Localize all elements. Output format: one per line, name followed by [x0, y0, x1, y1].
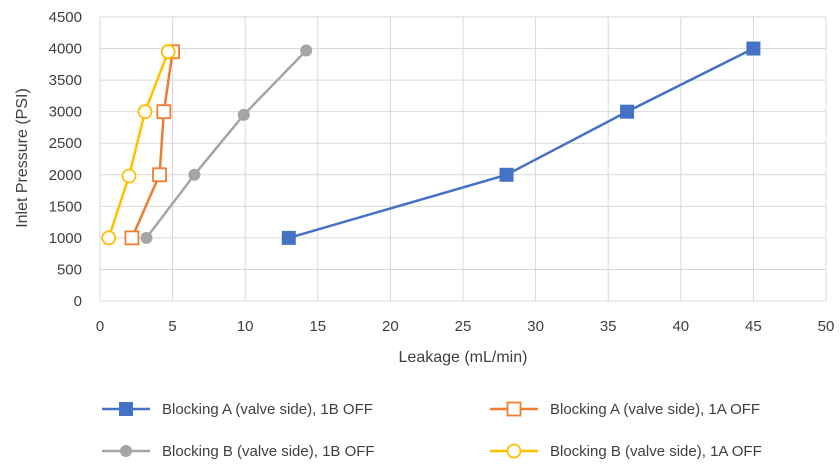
x-tick-label: 20 — [382, 318, 399, 335]
x-tick-label: 15 — [309, 318, 326, 335]
x-tick-label: 0 — [96, 318, 104, 335]
x-tick-label: 45 — [745, 318, 762, 335]
data-point — [746, 41, 761, 56]
legend-label: Blocking A (valve side), 1B OFF — [162, 401, 373, 418]
series-1 — [281, 41, 761, 245]
legend-item: Blocking A (valve side), 1B OFF — [102, 401, 373, 418]
data-point — [300, 44, 313, 57]
data-point — [140, 231, 153, 244]
data-point — [137, 104, 153, 120]
y-tick-label: 0 — [74, 293, 82, 310]
legend-swatch-marker — [506, 443, 522, 459]
series-line — [288, 47, 754, 240]
legend-item: Blocking B (valve side), 1B OFF — [102, 443, 375, 460]
x-tick-label: 50 — [818, 318, 835, 335]
legend-swatch-marker — [506, 401, 522, 417]
series-3 — [140, 44, 313, 244]
y-tick-label: 4500 — [49, 9, 82, 26]
data-point — [101, 230, 117, 246]
x-tick-label: 40 — [672, 318, 689, 335]
legend: Blocking A (valve side), 1B OFF Blocking … — [102, 401, 762, 460]
data-point — [620, 104, 635, 119]
data-point — [499, 167, 514, 182]
x-tick-label: 25 — [455, 318, 472, 335]
data-point — [237, 108, 250, 121]
legend-item: Blocking A (valve side), 1A OFF — [490, 401, 760, 418]
x-tick-label: 5 — [168, 318, 176, 335]
data-point — [156, 104, 172, 120]
legend-label: Blocking A (valve side), 1A OFF — [550, 401, 760, 418]
series-4 — [101, 44, 176, 246]
series-2 — [124, 44, 181, 246]
data-point — [188, 168, 201, 181]
x-tick-label: 35 — [600, 318, 617, 335]
series-line — [130, 51, 174, 239]
data-point — [121, 168, 137, 184]
y-tick-label: 500 — [57, 261, 82, 278]
legend-swatch-marker — [120, 445, 132, 457]
data-point — [152, 167, 167, 183]
x-tick-label: 10 — [237, 318, 254, 335]
data-point — [160, 44, 176, 60]
data-point — [124, 230, 140, 246]
series-line — [107, 51, 170, 239]
y-tick-label: 1500 — [49, 198, 82, 215]
y-tick-label: 3500 — [49, 72, 82, 89]
data-series — [101, 41, 761, 246]
legend-label: Blocking B (valve side), 1A OFF — [550, 443, 762, 460]
y-axis-tick-labels: 0 500 1000 1500 2000 2500 3000 3500 4000 4500 — [49, 9, 82, 310]
y-tick-label: 2500 — [49, 135, 82, 152]
series-line — [145, 49, 308, 239]
legend-swatch-marker — [119, 402, 133, 416]
y-axis-label: Inlet Pressure (PSI) — [14, 88, 31, 228]
y-tick-label: 2000 — [49, 167, 82, 184]
y-tick-label: 3000 — [49, 104, 82, 121]
y-tick-label: 4000 — [49, 41, 82, 58]
y-tick-label: 1000 — [49, 230, 82, 247]
x-tick-label: 30 — [527, 318, 544, 335]
data-point — [281, 230, 296, 245]
legend-item: Blocking B (valve side), 1A OFF — [490, 443, 762, 460]
x-axis-tick-labels: 0 5 10 15 20 25 30 35 40 45 50 — [96, 318, 835, 335]
x-axis-label: Leakage (mL/min) — [399, 349, 528, 366]
legend-label: Blocking B (valve side), 1B OFF — [162, 443, 375, 460]
